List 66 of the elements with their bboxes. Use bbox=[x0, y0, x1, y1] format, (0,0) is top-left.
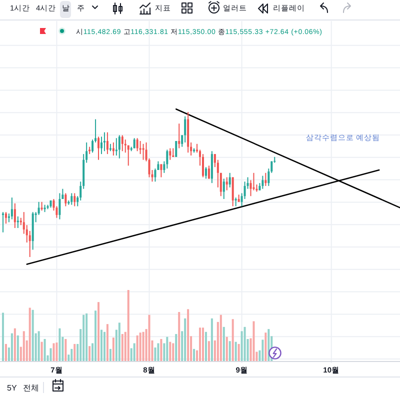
bar bbox=[228, 341, 231, 361]
bar bbox=[193, 348, 196, 361]
bar bbox=[98, 302, 100, 361]
bar bbox=[28, 308, 31, 361]
bar bbox=[238, 344, 240, 361]
bar bbox=[32, 310, 34, 361]
bar bbox=[139, 332, 142, 361]
bar bbox=[22, 331, 25, 361]
bar bbox=[157, 343, 160, 361]
bar bbox=[199, 328, 201, 361]
bar bbox=[262, 340, 264, 361]
bar bbox=[166, 336, 168, 361]
bar bbox=[187, 309, 190, 361]
bar bbox=[82, 314, 85, 361]
bar bbox=[100, 330, 102, 361]
bar bbox=[232, 319, 234, 361]
bar bbox=[240, 331, 243, 361]
bar bbox=[44, 338, 46, 361]
bar bbox=[252, 321, 255, 361]
bar bbox=[210, 318, 213, 361]
bar bbox=[204, 332, 207, 361]
bar bbox=[148, 314, 150, 361]
bar bbox=[175, 334, 178, 361]
bar bbox=[16, 335, 19, 361]
bar bbox=[172, 343, 174, 361]
bar bbox=[222, 326, 225, 361]
bar bbox=[74, 344, 76, 361]
text: 5Y bbox=[7, 384, 18, 392]
bar bbox=[106, 324, 108, 361]
bar bbox=[58, 328, 61, 361]
bar bbox=[154, 348, 156, 361]
bar bbox=[14, 328, 16, 361]
bar bbox=[169, 342, 172, 361]
bar bbox=[4, 344, 7, 361]
bar bbox=[244, 326, 246, 361]
bar bbox=[234, 342, 237, 361]
bar bbox=[38, 331, 40, 361]
bar bbox=[88, 346, 91, 361]
bar bbox=[264, 332, 267, 361]
bar bbox=[118, 322, 120, 361]
bar bbox=[64, 338, 67, 361]
bar bbox=[160, 338, 162, 361]
bar bbox=[56, 342, 58, 361]
bar bbox=[142, 332, 144, 361]
bar bbox=[52, 343, 55, 361]
bar bbox=[86, 313, 88, 361]
bar bbox=[127, 290, 130, 361]
bar bbox=[202, 328, 204, 361]
bar bbox=[178, 312, 180, 361]
bar bbox=[226, 336, 228, 361]
text: 전체 bbox=[23, 384, 39, 392]
bar bbox=[184, 318, 186, 361]
bar bbox=[208, 341, 210, 361]
bar bbox=[10, 333, 13, 361]
bar bbox=[112, 338, 114, 361]
bar bbox=[103, 332, 106, 361]
bar bbox=[94, 310, 97, 361]
bar bbox=[220, 314, 222, 361]
bar bbox=[70, 348, 73, 361]
bar bbox=[133, 343, 136, 361]
bar bbox=[109, 348, 112, 361]
bar bbox=[121, 334, 124, 361]
bar bbox=[136, 335, 138, 361]
bar bbox=[268, 329, 270, 361]
bar bbox=[40, 342, 43, 361]
bar bbox=[50, 348, 52, 361]
